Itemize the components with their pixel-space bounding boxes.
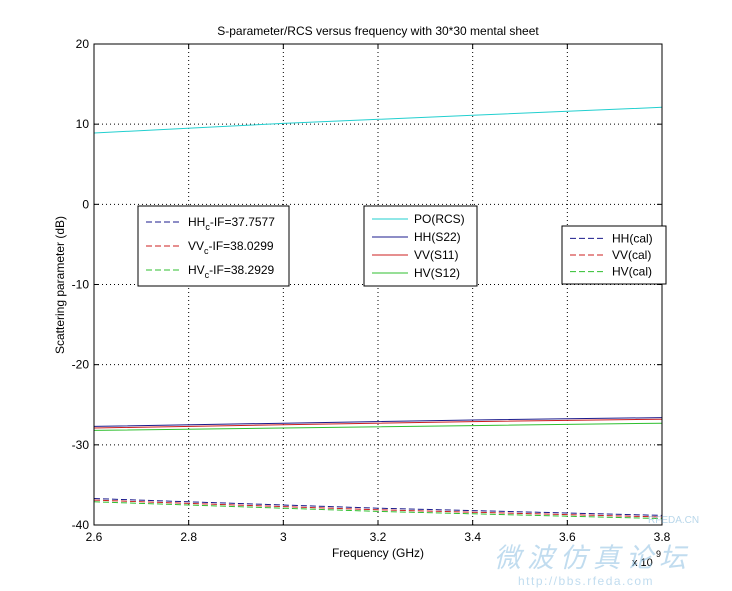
watermark-chinese: 微波仿真论坛	[494, 543, 692, 574]
series-line-vv-s11	[93, 418, 663, 429]
x-tick-label: 3.8	[654, 530, 671, 544]
plot-area: 2.6 2.8 3 3.2 3.4 3.6 3.8 -40 -30 -20 -10 0 10 20	[72, 37, 671, 544]
legend-left: HHc-IF=37.7577 VVc-IF=38.0299 HVc-IF=38.29…	[137, 205, 290, 287]
x-tick-label: 3.2	[370, 530, 387, 544]
legend-label: VV(cal)	[612, 248, 651, 262]
legend-label: PO(RCS)	[414, 212, 465, 226]
y-tick-label: -20	[72, 358, 90, 372]
legend-label: HV(S12)	[414, 266, 460, 280]
legend-label: HHc-IF=37.7577	[188, 215, 275, 232]
series-line-po-rcs	[93, 106, 663, 134]
series-line-hv-s12	[93, 422, 663, 431]
x-tick-label: 2.8	[180, 530, 197, 544]
legend-label: HH(cal)	[612, 231, 653, 245]
y-axis-label: Scattering parameter (dB)	[53, 216, 67, 354]
y-tick-label: 20	[76, 37, 90, 51]
x-tick-label: 3.6	[559, 530, 576, 544]
x-axis-label: Frequency (GHz)	[332, 546, 424, 560]
y-tick-label: 0	[82, 197, 89, 211]
y-tick-label: 10	[76, 117, 90, 131]
legend-right: HH(cal) VV(cal) HV(cal)	[561, 225, 667, 285]
legend-label: VV(S11)	[414, 248, 458, 262]
x-multiplier-base: x 10	[632, 557, 653, 569]
y-tick-label: -30	[72, 438, 90, 452]
watermark-brand: RFEDA.CN	[648, 515, 699, 526]
y-tick-label: -40	[72, 518, 90, 532]
legend-label: HH(S22)	[414, 230, 461, 244]
series-line-hv-cal	[93, 501, 663, 520]
x-tick-label: 3.4	[464, 530, 481, 544]
axis-ticks: 2.6 2.8 3 3.2 3.4 3.6 3.8 -40 -30 -20 -10 0 10 20	[72, 37, 671, 544]
chart-title: S-parameter/RCS versus frequency with 30…	[217, 24, 539, 38]
x-tick-label: 2.6	[86, 530, 103, 544]
legend-label: HVc-IF=38.2929	[188, 263, 275, 280]
legends: HHc-IF=37.7577 VVc-IF=38.0299 HVc-IF=38.29…	[137, 205, 667, 287]
y-tick-label: -10	[72, 278, 90, 292]
series-lines	[93, 106, 663, 520]
watermark: RFEDA.CN 微波仿真论坛 http://bbs.rfeda.com	[494, 515, 699, 588]
watermark-url: http://bbs.rfeda.com	[518, 574, 654, 588]
legend-label: HV(cal)	[612, 265, 652, 279]
legend-label: VVc-IF=38.0299	[188, 239, 274, 256]
series-line-vv-cal	[93, 499, 663, 518]
x-tick-label: 3	[280, 530, 287, 544]
legend-box	[137, 205, 290, 287]
x-multiplier-exponent: 9	[656, 549, 661, 559]
series-line-hh-s22	[93, 417, 663, 427]
series-line-hh-cal	[93, 498, 663, 516]
legend-center: PO(RCS) HH(S22) VV(S11) HV(S12)	[363, 205, 478, 287]
x-axis-multiplier: x 10 9	[632, 549, 661, 569]
